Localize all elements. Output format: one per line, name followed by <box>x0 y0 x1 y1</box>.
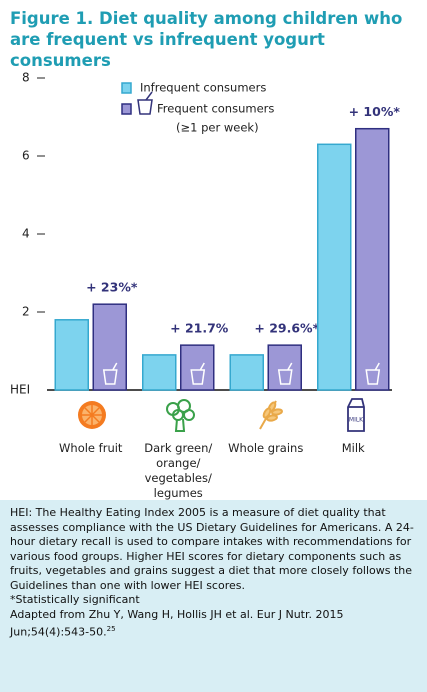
annotation: + 10%* <box>349 104 401 119</box>
chart-title: Figure 1. Diet quality among children wh… <box>10 9 403 70</box>
bar <box>355 127 390 391</box>
source: Adapted from Zhu Y, Wang H, Hollis JH et… <box>10 607 344 639</box>
legend-swatch <box>121 103 132 115</box>
x-tick-label: Milk <box>341 441 365 455</box>
broccoli-icon <box>166 399 195 432</box>
milk-icon: MILK <box>347 398 365 432</box>
legend-note: (≥1 per week) <box>176 121 259 135</box>
cup-icon <box>277 362 293 385</box>
annotation: + 21.7% <box>170 321 229 336</box>
x-tick-label: Dark green/ orange/ vegetables/ legumes <box>144 441 213 500</box>
bar <box>229 354 264 391</box>
bar <box>317 143 352 391</box>
annotation: + 23%* <box>86 280 138 295</box>
cup-icon <box>190 362 206 385</box>
y-tick-label: 2 <box>22 305 30 319</box>
note: Adapted from Zhu Y, Wang H, Hollis JH et… <box>10 608 417 641</box>
wheat-icon <box>259 400 283 430</box>
cup-icon <box>365 362 381 385</box>
bar <box>54 319 89 391</box>
cup-icon <box>102 362 118 385</box>
y-tick-label: 6 <box>22 149 30 163</box>
legend-swatch <box>121 82 132 94</box>
legend-label: Infrequent consumers <box>140 81 266 95</box>
footer: HEI: The Healthy Eating Index 2005 is a … <box>0 500 427 692</box>
x-tick-label: Whole fruit <box>59 441 123 455</box>
bar <box>142 354 177 391</box>
orange-icon <box>78 401 106 429</box>
note: *Statistically significant <box>10 593 140 606</box>
chart: MILK HEI 2 4 6 8 Infrequent consumers Frequent… <box>10 71 401 432</box>
x-tick-label: Whole grains <box>228 441 304 455</box>
bar <box>92 303 127 391</box>
svg-text:MILK: MILK <box>349 417 364 424</box>
legend-cup <box>137 91 153 115</box>
bar <box>180 344 215 391</box>
y-tick-label: HEI <box>10 383 30 397</box>
y-tick-label: 8 <box>22 71 30 85</box>
annotation: + 29.6%* <box>254 321 319 336</box>
bar <box>267 344 302 391</box>
legend-label: Frequent consumers <box>157 102 274 116</box>
y-tick-label: 4 <box>22 227 30 241</box>
note: HEI: The Healthy Eating Index 2005 is a … <box>10 506 414 592</box>
reference: 25 <box>106 625 116 633</box>
